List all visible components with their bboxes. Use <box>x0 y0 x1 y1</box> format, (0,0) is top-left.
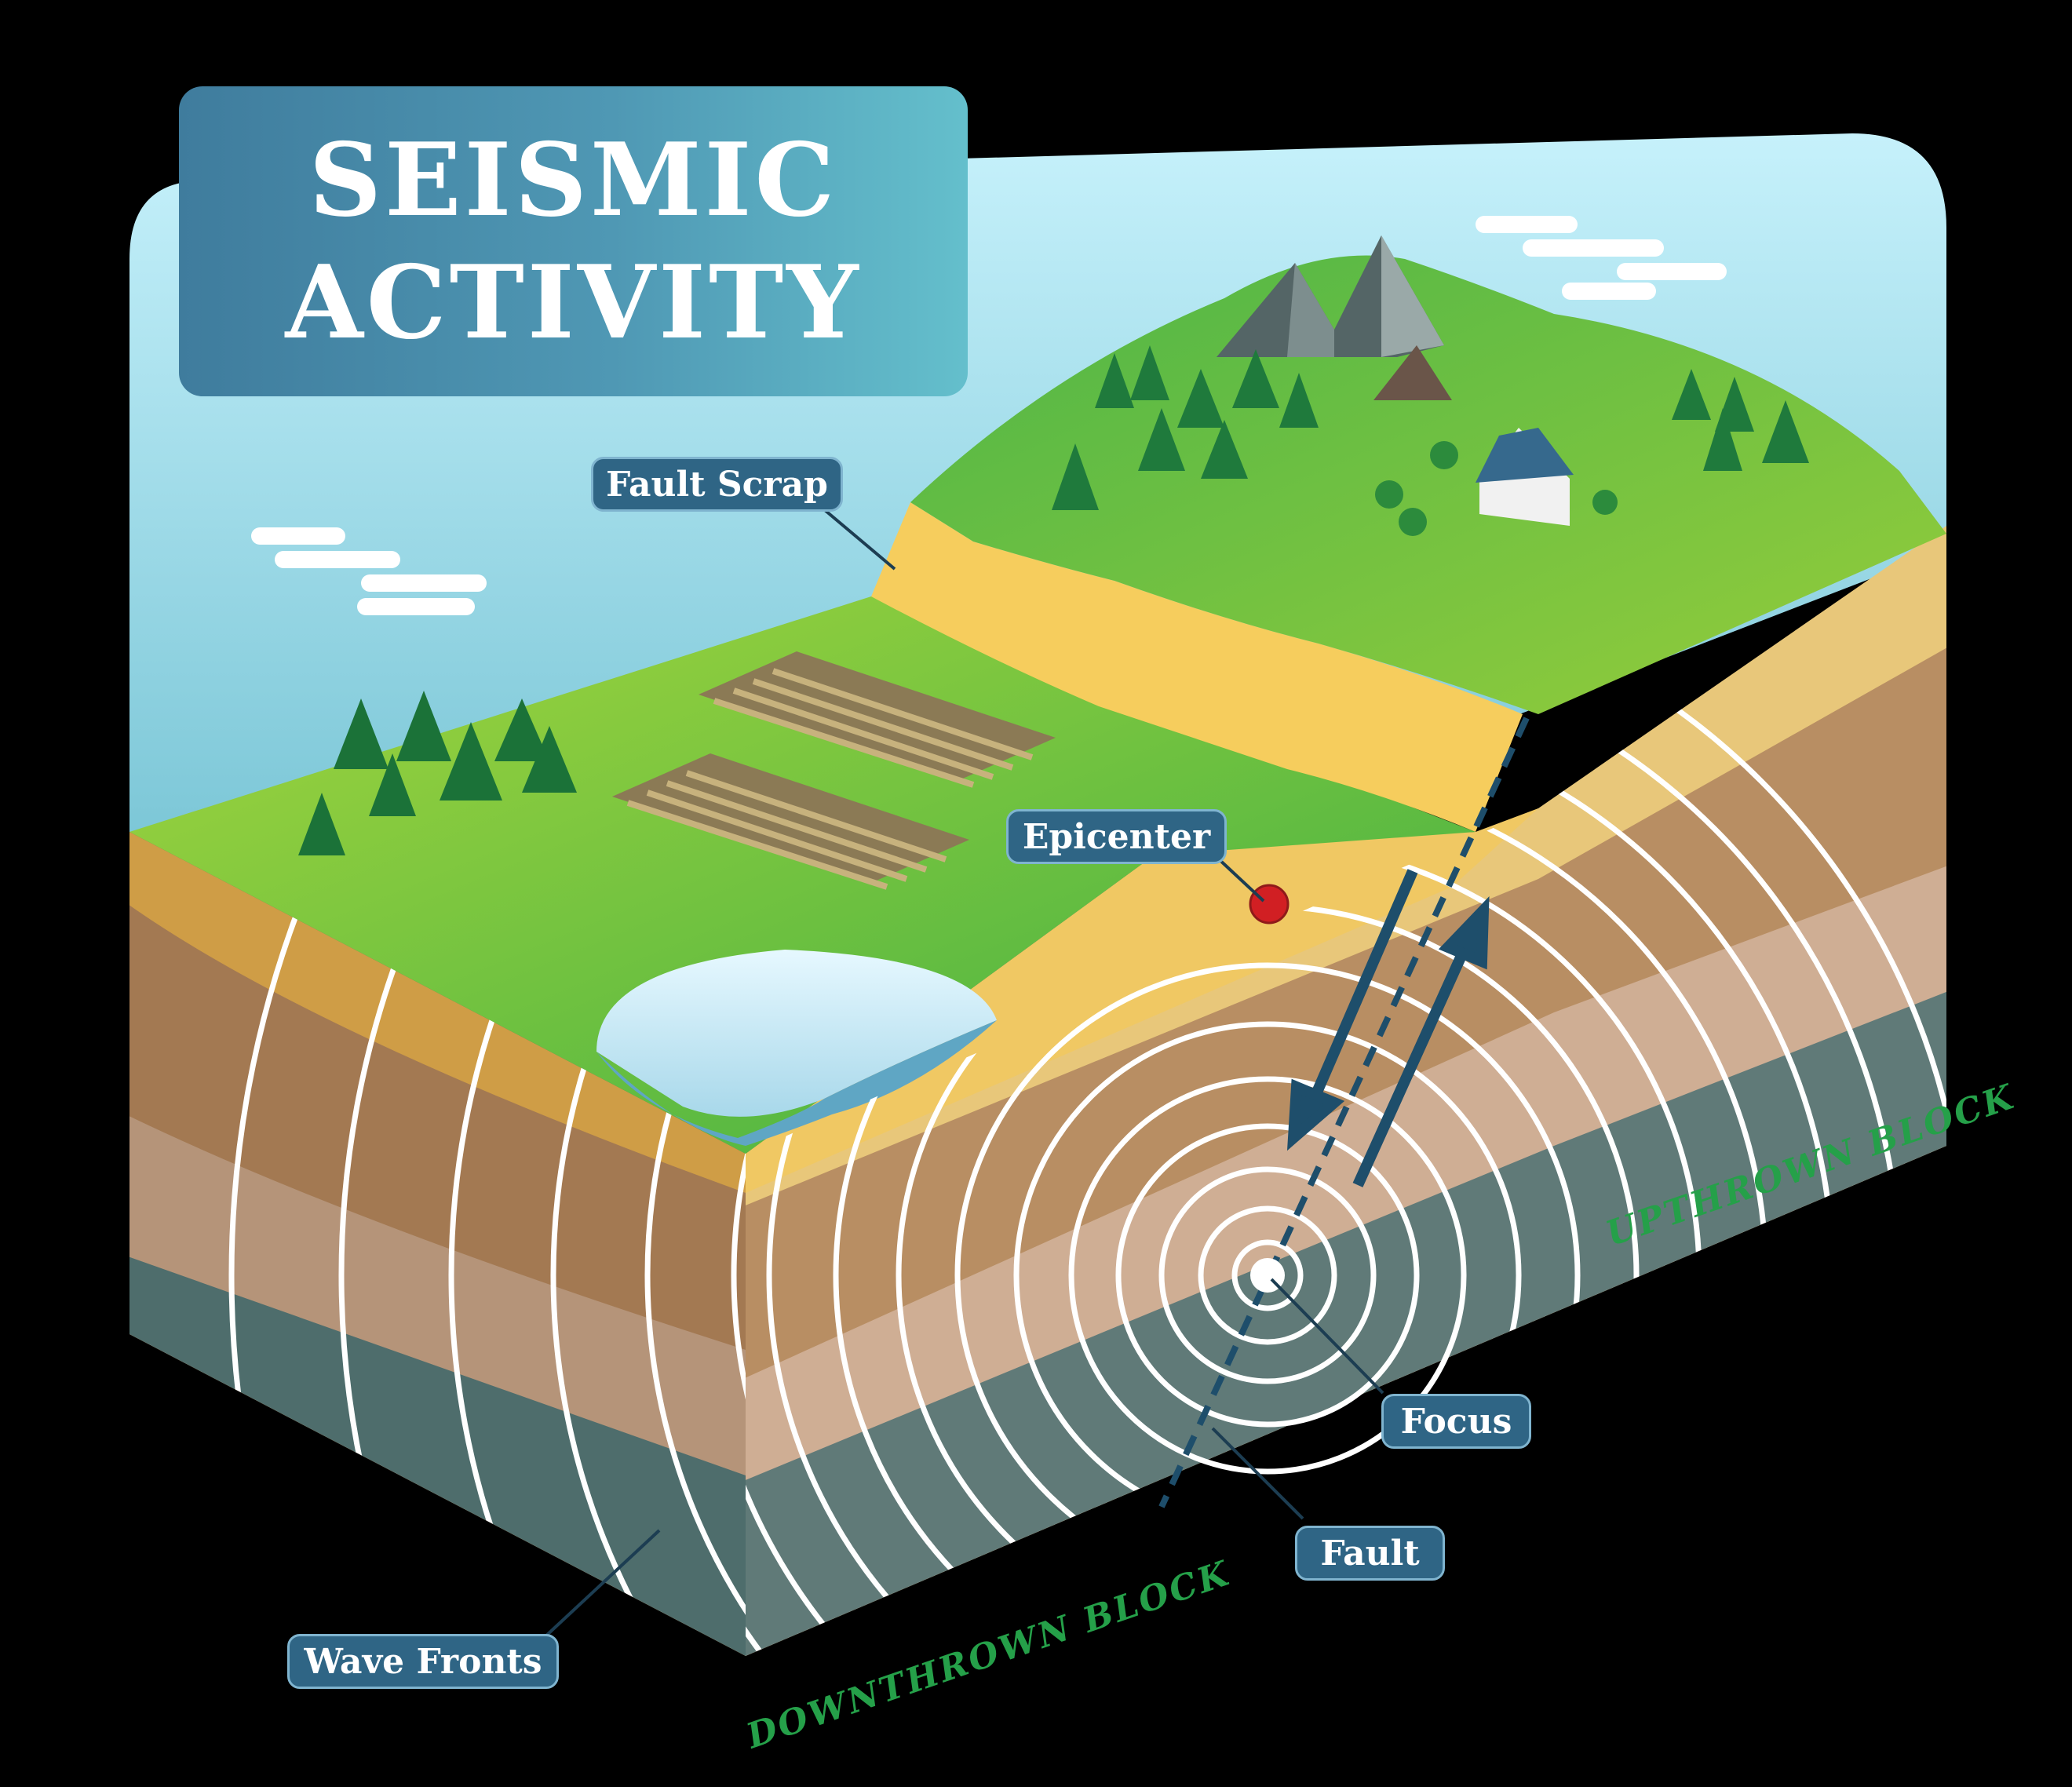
wave-front <box>448 832 746 1656</box>
mountains <box>1217 235 1452 400</box>
wave-front <box>338 832 746 1656</box>
wave-front <box>731 832 746 1656</box>
leader-focus <box>1270 1278 1384 1395</box>
arrow-up <box>1352 939 1473 1187</box>
title-card: SEISMIC ACTIVITY <box>179 86 968 396</box>
epicenter-dot <box>1249 884 1290 924</box>
wave-front <box>1198 1205 1337 1345</box>
slip-arrows <box>1286 869 1490 1187</box>
field-upper <box>699 651 1056 788</box>
field-lower <box>612 753 969 890</box>
trees-hill <box>1052 345 1809 510</box>
leader-epicenter <box>1215 855 1265 903</box>
trees-plain <box>298 691 577 855</box>
wave-front <box>1231 1239 1304 1311</box>
wave-front <box>228 832 746 1656</box>
fault-scarp <box>871 502 1523 832</box>
leader-fault-scrap <box>819 505 896 571</box>
wave-front <box>550 832 746 1656</box>
fault-scrap-label: Fault Scrap <box>591 457 843 512</box>
house <box>1476 428 1574 526</box>
title-line-2: ACTIVITY <box>285 243 862 362</box>
fault-line <box>1158 717 1530 1508</box>
bushes <box>1375 441 1618 536</box>
arrow-down <box>1305 869 1418 1109</box>
leader-lines <box>544 505 1384 1638</box>
wave-fronts-label: Wave Fronts <box>287 1634 559 1689</box>
wave-front <box>1158 1166 1377 1384</box>
epicenter-label: Epicenter <box>1006 809 1227 864</box>
wave-front <box>1068 1076 1467 1475</box>
focus-label: Focus <box>1381 1394 1531 1449</box>
leader-wave-fronts <box>544 1529 661 1638</box>
cloud-right <box>1476 216 1727 300</box>
wave-front <box>1115 1123 1420 1428</box>
cloud-left <box>251 527 487 615</box>
upthrown-surface <box>910 255 1946 714</box>
wave-front <box>644 832 746 1656</box>
fault-label: Fault <box>1295 1526 1445 1581</box>
lake <box>596 950 997 1146</box>
leader-fault <box>1211 1427 1304 1520</box>
title-line-1: SEISMIC <box>308 121 838 239</box>
